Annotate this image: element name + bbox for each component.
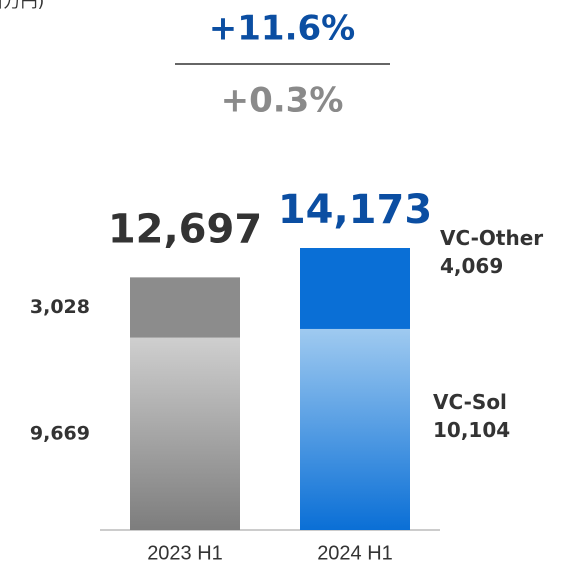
unit-label: (百万円) (0, 0, 44, 12)
x-tick-label: 2023 H1 (147, 542, 223, 564)
total-label: 12,697 (108, 206, 262, 252)
bar-segment (300, 328, 410, 530)
value-label: 10,104 (433, 418, 510, 442)
bar-segment (300, 248, 410, 329)
legend-label: VC-Other (440, 226, 543, 250)
growth-annotation: +0.3% (221, 81, 344, 121)
growth-annotation: +11.6% (209, 9, 355, 49)
value-label: 9,669 (30, 422, 90, 444)
bar-segment (130, 277, 240, 338)
total-label: 14,173 (278, 187, 432, 233)
x-tick-label: 2024 H1 (317, 542, 393, 564)
value-label: 4,069 (440, 254, 503, 278)
legend-label: VC-Sol (433, 390, 507, 414)
bar-segment (130, 337, 240, 530)
value-label: 3,028 (30, 296, 90, 318)
